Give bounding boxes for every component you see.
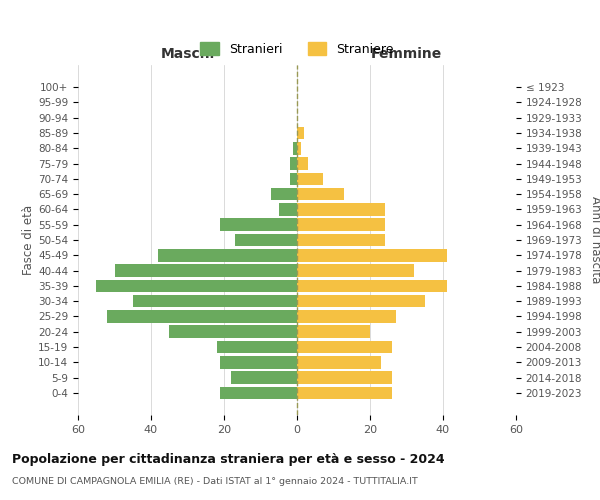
Bar [115,264,297,277]
Y-axis label: Fasce di età: Fasce di età [22,205,35,275]
Text: Femmine: Femmine [371,48,442,62]
Bar [297,203,385,215]
Bar [217,340,297,353]
Bar [297,372,392,384]
Bar [235,234,297,246]
Bar [297,234,385,246]
Bar [158,249,297,262]
Bar [297,356,381,368]
Bar [297,188,344,200]
Bar [297,172,323,185]
Bar [220,356,297,368]
Bar [271,188,297,200]
Bar [220,386,297,399]
Bar [297,158,308,170]
Bar [297,127,304,140]
Bar [297,340,392,353]
Bar [290,172,297,185]
Bar [297,295,425,308]
Text: COMUNE DI CAMPAGNOLA EMILIA (RE) - Dati ISTAT al 1° gennaio 2024 - TUTTITALIA.IT: COMUNE DI CAMPAGNOLA EMILIA (RE) - Dati … [12,478,418,486]
Bar [290,158,297,170]
Bar [297,249,446,262]
Bar [133,295,297,308]
Text: Maschi: Maschi [160,48,215,62]
Bar [297,218,385,231]
Bar [220,218,297,231]
Bar [297,142,301,154]
Bar [169,326,297,338]
Y-axis label: Anni di nascita: Anni di nascita [589,196,600,284]
Bar [293,142,297,154]
Bar [279,203,297,215]
Bar [232,372,297,384]
Bar [107,310,297,322]
Bar [96,280,297,292]
Bar [297,280,446,292]
Bar [297,310,395,322]
Bar [297,264,414,277]
Text: Popolazione per cittadinanza straniera per età e sesso - 2024: Popolazione per cittadinanza straniera p… [12,452,445,466]
Legend: Stranieri, Straniere: Stranieri, Straniere [194,36,400,62]
Bar [297,386,392,399]
Bar [297,326,370,338]
